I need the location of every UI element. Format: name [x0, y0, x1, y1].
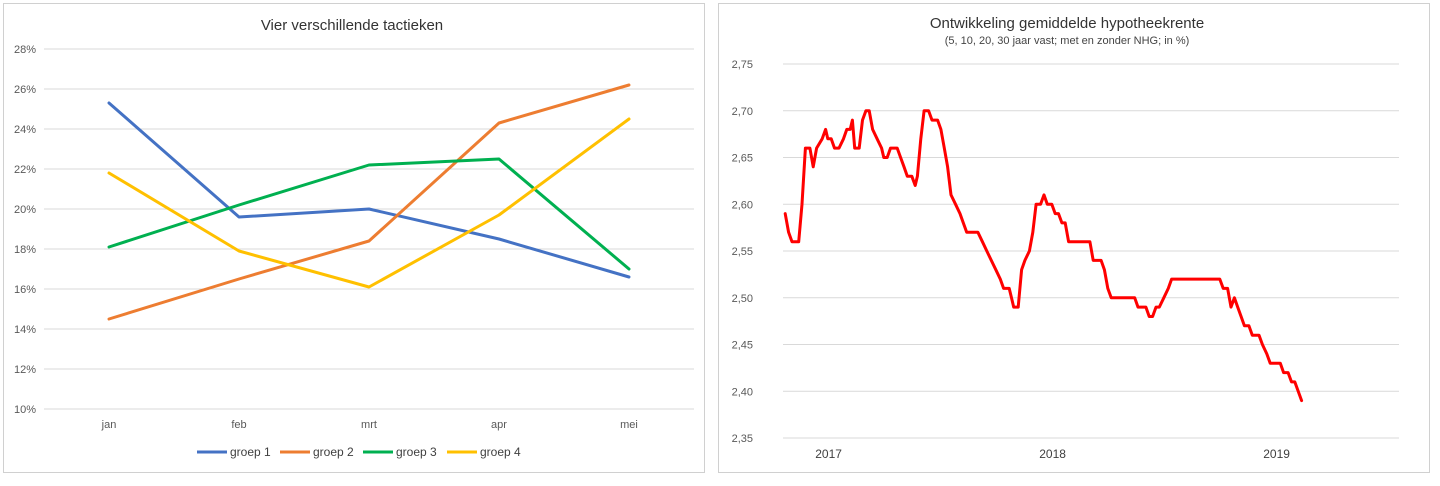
y-tick-label: 12% [14, 364, 36, 376]
chart-panel-left: Vier verschillende tactieken 10% 12% 14% 16… [3, 3, 705, 473]
series-line [783, 109, 1304, 403]
legend-label: groep 3 [396, 445, 437, 459]
y-tick-label: 2,35 [732, 433, 753, 445]
x-tick-label: jan [101, 419, 117, 431]
y-tick-label: 28% [14, 44, 36, 56]
x-tick-label: 2019 [1263, 447, 1290, 461]
x-tick-label: mrt [361, 419, 377, 431]
y-tick-label: 2,55 [732, 246, 753, 258]
series-line [107, 117, 631, 289]
x-tick-label: apr [491, 419, 507, 431]
legend-label: groep 4 [480, 445, 521, 459]
chart-subtitle: (5, 10, 20, 30 jaar vast; met en zonder … [945, 35, 1190, 47]
x-tick-label: 2017 [815, 447, 842, 461]
chart-left-svg: Vier verschillende tactieken 10% 12% 14% 16… [14, 17, 694, 459]
y-tick-label: 26% [14, 84, 36, 96]
y-tick-label: 2,75 [732, 59, 753, 71]
series-line [107, 157, 631, 271]
y-tick-label: 2,40 [732, 386, 753, 398]
x-tick-label: mei [620, 419, 638, 431]
x-tick-label: 2018 [1039, 447, 1066, 461]
x-tick-label: feb [231, 419, 246, 431]
y-tick-label: 22% [14, 164, 36, 176]
y-tick-label: 2,60 [732, 199, 753, 211]
chart-panel-right: Ontwikkeling gemiddelde hypotheekrente (… [718, 3, 1430, 473]
y-tick-label: 24% [14, 124, 36, 136]
y-tick-label: 2,70 [732, 106, 753, 118]
y-tick-label: 2,45 [732, 340, 753, 352]
y-tick-label: 2,50 [732, 293, 753, 305]
y-tick-label: 2,65 [732, 153, 753, 165]
legend-label: groep 2 [313, 445, 354, 459]
y-tick-label: 18% [14, 244, 36, 256]
y-tick-label: 20% [14, 204, 36, 216]
chart-right-svg: Ontwikkeling gemiddelde hypotheekrente (… [732, 15, 1399, 461]
legend-label: groep 1 [230, 445, 271, 459]
chart-title: Ontwikkeling gemiddelde hypotheekrente [930, 15, 1204, 32]
y-tick-label: 16% [14, 284, 36, 296]
y-tick-label: 10% [14, 404, 36, 416]
y-tick-label: 14% [14, 324, 36, 336]
series-line [107, 83, 631, 321]
series-line [107, 101, 631, 279]
chart-title: Vier verschillende tactieken [261, 17, 443, 34]
